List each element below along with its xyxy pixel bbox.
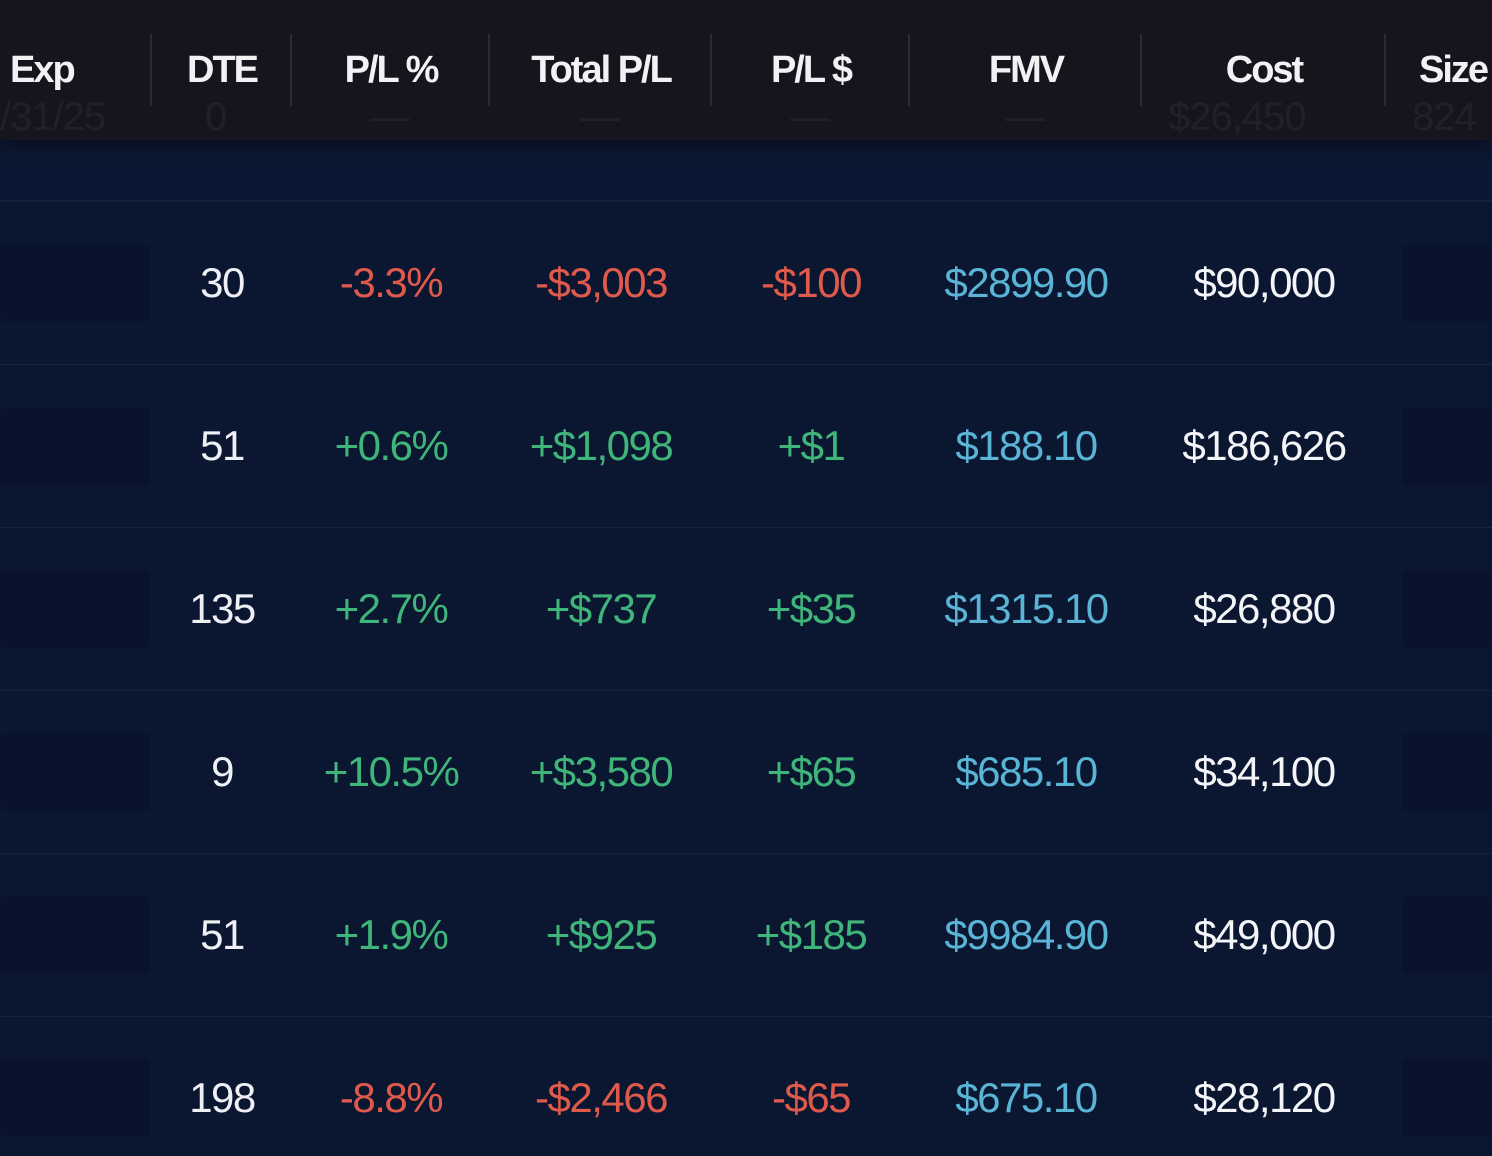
exp-cell [0, 244, 150, 322]
total-pl-cell: +$1,098 [529, 422, 674, 469]
ghost-plp: — [370, 95, 410, 139]
table-row[interactable]: 51 +0.6% +$1,098 +$1 $188.10 $186,626 [0, 365, 1492, 529]
column-divider[interactable] [1384, 34, 1386, 106]
pl-dollar-cell: -$65 [771, 1074, 852, 1121]
pl-dollar-cell: +$35 [766, 585, 857, 632]
exp-cell [0, 570, 150, 648]
cost-cell: $49,000 [1193, 911, 1336, 958]
total-pl-cell: -$2,466 [535, 1074, 668, 1121]
fmv-cell: $685.10 [955, 748, 1098, 795]
exp-cell [0, 407, 150, 485]
cost-cell: $186,626 [1182, 422, 1347, 469]
column-divider[interactable] [488, 34, 490, 106]
cost-cell: $34,100 [1193, 748, 1336, 795]
cost-cell: $28,120 [1193, 1074, 1336, 1121]
ghost-dte: 0 [205, 95, 227, 139]
column-header-cost[interactable]: Cost [1225, 48, 1304, 91]
ghost-fmv: — [1005, 95, 1045, 139]
total-pl-cell: -$3,003 [535, 259, 668, 306]
column-header-fmv[interactable]: FMV [988, 48, 1065, 91]
column-divider[interactable] [150, 34, 152, 106]
pl-percent-cell: -3.3% [339, 259, 444, 306]
column-header-dte[interactable]: DTE [187, 48, 259, 91]
ghost-pld: — [790, 95, 830, 139]
column-header-pl-dollar[interactable]: P/L $ [770, 48, 853, 91]
fmv-cell: $188.10 [955, 422, 1098, 469]
size-cell [1402, 570, 1492, 648]
ghost-cost: $26,450 [1168, 95, 1307, 139]
pl-percent-cell: +2.7% [334, 585, 449, 632]
pl-percent-cell: +10.5% [323, 748, 460, 795]
table-row-partial[interactable] [0, 140, 1492, 202]
pl-dollar-cell: -$100 [761, 259, 862, 306]
total-pl-cell: +$3,580 [529, 748, 674, 795]
total-pl-cell: +$925 [545, 911, 658, 958]
size-cell [1402, 896, 1492, 974]
size-cell [1402, 244, 1492, 322]
column-header-size[interactable]: Size [1419, 48, 1489, 91]
ghost-exp: /31/25 [0, 95, 106, 139]
column-divider[interactable] [1140, 34, 1142, 106]
column-divider[interactable] [290, 34, 292, 106]
fmv-cell: $2899.90 [944, 259, 1109, 306]
column-divider[interactable] [710, 34, 712, 106]
table-row[interactable]: 51 +1.9% +$925 +$185 $9984.90 $49,000 [0, 854, 1492, 1018]
dte-cell: 51 [200, 422, 245, 469]
pl-percent-cell: -8.8% [339, 1074, 444, 1121]
ghost-size: 824 [1412, 95, 1477, 139]
fmv-cell: $1315.10 [944, 585, 1109, 632]
size-cell [1402, 733, 1492, 811]
pl-dollar-cell: +$185 [755, 911, 868, 958]
exp-cell [0, 1059, 150, 1137]
ghost-tpl: — [580, 95, 620, 139]
exp-cell [0, 896, 150, 974]
dte-cell: 51 [200, 911, 245, 958]
column-header-total-pl[interactable]: Total P/L [531, 48, 673, 91]
column-header-exp[interactable]: Exp [10, 48, 76, 91]
column-header-pl-percent[interactable]: P/L % [344, 48, 440, 91]
dte-cell: 30 [200, 259, 245, 306]
dte-cell: 198 [189, 1074, 256, 1121]
dte-cell: 135 [189, 585, 256, 632]
dte-cell: 9 [211, 748, 234, 795]
table-row[interactable]: 135 +2.7% +$737 +$35 $1315.10 $26,880 [0, 528, 1492, 692]
table-header: /31/25 0 — — — — $26,450 824 Exp DTE P/L… [0, 0, 1492, 140]
size-cell [1402, 407, 1492, 485]
table-row[interactable]: 30 -3.3% -$3,003 -$100 $2899.90 $90,000 [0, 202, 1492, 366]
total-pl-cell: +$737 [545, 585, 658, 632]
pl-percent-cell: +1.9% [334, 911, 449, 958]
exp-cell [0, 733, 150, 811]
column-divider[interactable] [908, 34, 910, 106]
cost-cell: $26,880 [1193, 585, 1336, 632]
cost-cell: $90,000 [1193, 259, 1336, 306]
pl-percent-cell: +0.6% [334, 422, 449, 469]
pl-dollar-cell: +$65 [766, 748, 857, 795]
fmv-cell: $9984.90 [944, 911, 1109, 958]
fmv-cell: $675.10 [955, 1074, 1098, 1121]
pl-dollar-cell: +$1 [777, 422, 846, 469]
size-cell [1402, 1059, 1492, 1137]
table-row[interactable]: 198 -8.8% -$2,466 -$65 $675.10 $28,120 [0, 1017, 1492, 1156]
table-row[interactable]: 9 +10.5% +$3,580 +$65 $685.10 $34,100 [0, 691, 1492, 855]
